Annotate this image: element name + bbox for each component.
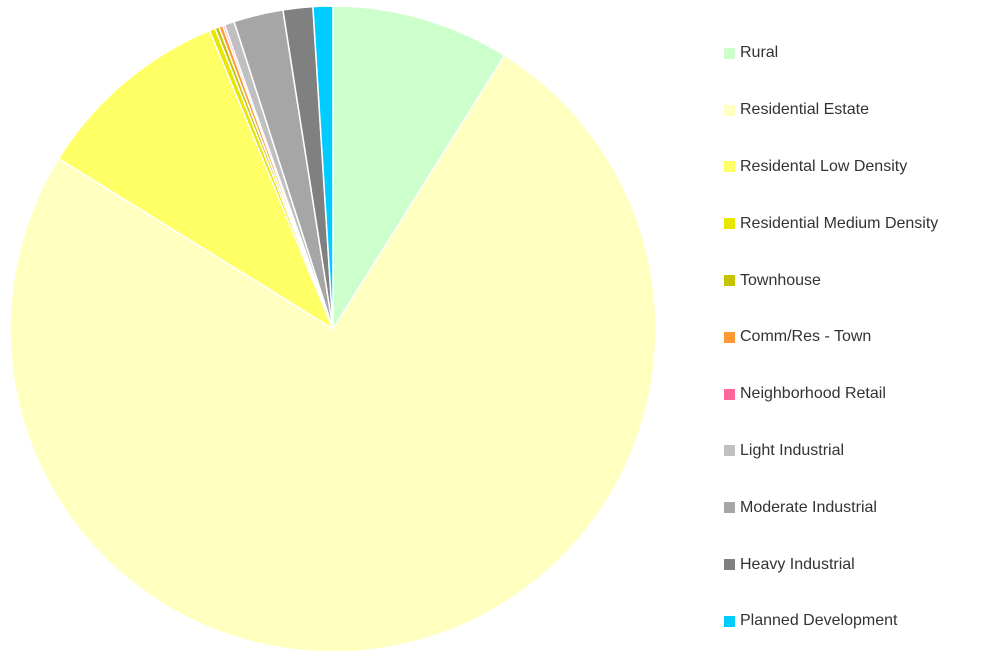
legend-swatch	[724, 161, 735, 173]
legend-swatch	[724, 47, 735, 59]
legend-item-planned-development: Planned Development	[724, 593, 983, 650]
legend-item-townhouse: Townhouse	[724, 252, 983, 309]
legend-swatch	[724, 104, 735, 116]
pie-slice-residential-estate	[9, 54, 657, 653]
legend-item-rural: Rural	[724, 25, 983, 82]
legend-label: Comm/Res - Town	[740, 328, 872, 346]
legend-item-residential-medium-density: Residential Medium Density	[724, 195, 983, 252]
legend-swatch	[724, 331, 735, 343]
pie-chart	[9, 5, 657, 653]
legend-item-residential-estate: Residential Estate	[724, 82, 983, 139]
legend-item-moderate-industrial: Moderate Industrial	[724, 479, 983, 536]
legend-swatch	[724, 559, 735, 571]
legend-swatch	[724, 502, 735, 514]
legend-label: Planned Development	[740, 612, 898, 630]
pie-slice-rural	[332, 5, 506, 332]
legend-label: Townhouse	[740, 271, 821, 289]
legend-swatch	[724, 445, 735, 457]
legend-swatch	[724, 218, 735, 230]
legend-item-comm-res-town: Comm/Res - Town	[724, 309, 983, 366]
legend-item-light-industrial: Light Industrial	[724, 423, 983, 480]
legend-item-neighborhood-retail: Neighborhood Retail	[724, 366, 983, 423]
legend-item-heavy-industrial: Heavy Industrial	[724, 536, 983, 593]
legend-swatch	[724, 615, 735, 627]
legend-label: Neighborhood Retail	[740, 385, 886, 403]
legend-swatch	[724, 388, 735, 400]
legend-label: Moderate Industrial	[740, 498, 877, 516]
pie-chart-area	[9, 5, 657, 653]
legend-label: Light Industrial	[740, 441, 845, 459]
legend-label: Residential Medium Density	[740, 214, 939, 232]
legend-swatch	[724, 275, 735, 287]
legend-label: Residental Low Density	[740, 157, 908, 175]
legend-label: Rural	[740, 44, 779, 62]
legend-label: Residential Estate	[740, 101, 869, 119]
pie-slice-residental-low-density	[57, 29, 335, 331]
legend-label: Heavy Industrial	[740, 555, 855, 573]
legend: Rural Residential Estate Residental Low De…	[724, 25, 983, 650]
legend-item-residental-low-density: Residental Low Density	[724, 139, 983, 196]
pie-slice-planned-development	[312, 5, 334, 330]
